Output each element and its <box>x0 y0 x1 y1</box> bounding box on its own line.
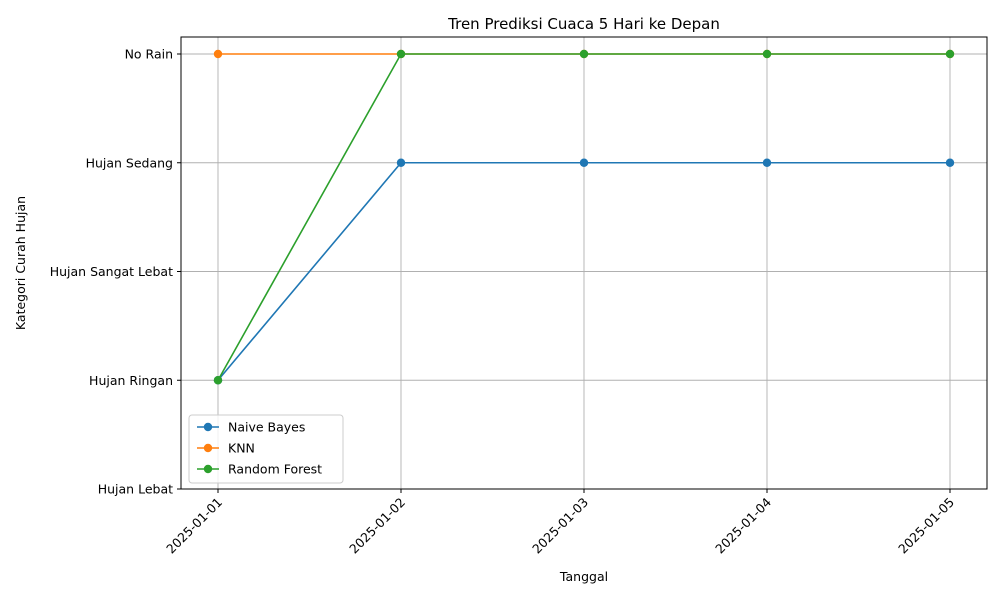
data-point <box>396 49 406 59</box>
data-point <box>213 49 223 59</box>
y-axis-label: Kategori Curah Hujan <box>13 196 28 330</box>
legend: Naive Bayes KNN Random Forest <box>188 414 344 484</box>
chart-title: Tren Prediksi Cuaca 5 Hari ke Depan <box>447 15 720 33</box>
legend-marker <box>203 464 213 474</box>
data-point <box>396 158 406 167</box>
x-tick-label: 2025-01-03 <box>529 495 591 557</box>
data-point <box>945 49 955 59</box>
data-point <box>945 158 955 167</box>
x-axis-label: Tanggal <box>559 569 608 584</box>
data-point <box>762 158 772 167</box>
legend-label: Naive Bayes <box>228 420 305 435</box>
data-point <box>579 158 589 167</box>
data-point <box>762 49 772 59</box>
legend-box <box>188 414 344 484</box>
series-group <box>213 49 955 385</box>
x-tick-label: 2025-01-01 <box>163 495 225 557</box>
x-axis: 2025-01-01 2025-01-02 2025-01-03 2025-01-04… <box>163 489 957 556</box>
legend-marker <box>203 422 213 432</box>
y-tick-label: Hujan Ringan <box>89 373 173 388</box>
y-tick-label: Hujan Lebat <box>98 482 173 497</box>
x-tick-label: 2025-01-05 <box>895 495 957 557</box>
x-tick-label: 2025-01-04 <box>712 494 774 556</box>
y-axis: Hujan Lebat Hujan Ringan Hujan Sangat Leba… <box>50 47 181 497</box>
legend-label: Random Forest <box>228 462 322 477</box>
legend-label: KNN <box>228 441 255 456</box>
x-tick-label: 2025-01-02 <box>346 495 408 557</box>
y-tick-label: Hujan Sangat Lebat <box>50 264 173 279</box>
y-tick-label: No Rain <box>125 47 173 62</box>
y-tick-label: Hujan Sedang <box>86 155 173 170</box>
legend-marker <box>203 443 213 453</box>
series-layer <box>213 49 955 385</box>
data-point <box>579 49 589 59</box>
data-point <box>213 376 223 385</box>
